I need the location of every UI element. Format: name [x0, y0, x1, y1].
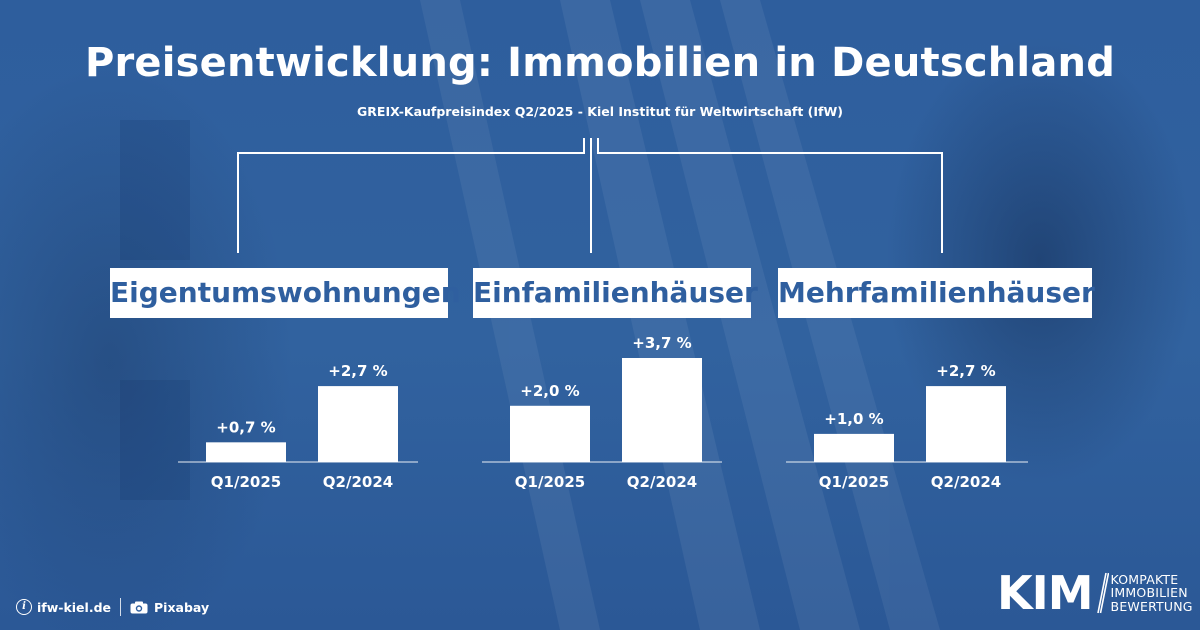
logo-line: BEWERTUNG: [1110, 598, 1193, 614]
logo-mark: KIM: [997, 566, 1094, 620]
logo-wordmark: KOMPAKTE IMMOBILIEN BEWERTUNG: [1111, 573, 1193, 614]
footer-divider: [120, 598, 121, 616]
logo-line: KOMPAKTE: [1110, 571, 1179, 587]
bar: [206, 442, 286, 462]
bar-value-label: +2,7 %: [936, 362, 995, 380]
category-tick-label: Q1/2025: [515, 473, 585, 491]
bar-value-label: +2,0 %: [520, 382, 579, 400]
logo-slash: [1096, 572, 1109, 614]
bar: [622, 358, 702, 462]
footer-photo-credit: Pixabay: [154, 599, 210, 615]
category-tick-label: Q2/2024: [627, 473, 697, 491]
category-tick-label: Q2/2024: [323, 473, 393, 491]
category-label-mehrfamilienhaeuser: Mehrfamilienhäuser: [778, 268, 1095, 318]
category-label-einfamilienhaeuser: Einfamilienhäuser: [473, 268, 758, 318]
category-tick-label: Q1/2025: [819, 473, 889, 491]
page-subtitle: GREIX-Kaufpreisindex Q2/2025 - Kiel Inst…: [357, 104, 843, 119]
camera-icon: [130, 601, 148, 613]
bar: [510, 405, 590, 462]
bar-value-label: +0,7 %: [216, 418, 275, 436]
info-icon: i: [16, 599, 32, 615]
page-title: Preisentwicklung: Immobilien in Deutschl…: [84, 40, 1116, 86]
bar: [926, 386, 1006, 462]
logo-line: IMMOBILIEN: [1110, 585, 1188, 601]
bar-value-label: +2,7 %: [328, 362, 387, 380]
category-tick-label: Q2/2024: [931, 473, 1001, 491]
footer-source: ifw-kiel.de: [37, 599, 111, 615]
bar: [814, 433, 894, 462]
category-label-eigentumswohnungen: Eigentumswohnungen: [110, 268, 461, 318]
bar: [318, 386, 398, 462]
category-tick-label: Q1/2025: [211, 473, 281, 491]
bar-value-label: +1,0 %: [824, 410, 883, 428]
footer-credits: i ifw-kiel.de Pixabay: [16, 598, 209, 616]
kim-logo: KIM KOMPAKTE IMMOBILIEN BEWERTUNG: [997, 570, 1193, 616]
bar-value-label: +3,7 %: [632, 334, 691, 352]
